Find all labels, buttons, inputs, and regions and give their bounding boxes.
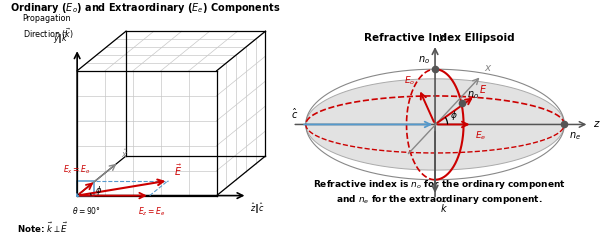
Text: $\hat{c}$: $\hat{c}$ <box>292 107 299 121</box>
Text: Ordinary ($E_o$) and Extraordinary ($E_e$) Components: Ordinary ($E_o$) and Extraordinary ($E_e… <box>10 1 281 15</box>
Text: $n_o$: $n_o$ <box>418 54 430 66</box>
Text: $\hat{y} \| \vec{k}$: $\hat{y} \| \vec{k}$ <box>53 30 69 46</box>
Text: $\phi$: $\phi$ <box>450 109 458 122</box>
Text: $\hat{x}$: $\hat{x}$ <box>121 147 128 160</box>
Text: $E_x = E_o$: $E_x = E_o$ <box>62 163 90 176</box>
Text: Refractive Index Ellipsoid: Refractive Index Ellipsoid <box>364 33 515 43</box>
Text: y: y <box>439 32 445 42</box>
Text: $\vec{k}$: $\vec{k}$ <box>439 199 448 215</box>
Text: $E_z = E_e$: $E_z = E_e$ <box>137 205 164 218</box>
Text: $E_o$: $E_o$ <box>404 74 415 87</box>
Text: Propagation
Direction ($\vec{k}$): Propagation Direction ($\vec{k}$) <box>23 14 74 41</box>
Text: $n_e$: $n_e$ <box>569 130 581 142</box>
Text: $n_o$: $n_o$ <box>467 89 479 101</box>
Text: $E$: $E$ <box>479 83 487 95</box>
Text: $\theta = 90°$: $\theta = 90°$ <box>71 205 100 216</box>
Text: z: z <box>593 120 598 129</box>
Text: $\hat{z} \| \hat{c}$: $\hat{z} \| \hat{c}$ <box>250 202 265 216</box>
Ellipse shape <box>306 79 565 170</box>
Text: x: x <box>484 63 490 73</box>
Text: Note: $\vec{k} \perp \vec{E}$: Note: $\vec{k} \perp \vec{E}$ <box>17 221 68 235</box>
Text: $\vec{E}$: $\vec{E}$ <box>174 163 182 178</box>
Text: Refractive index is $n_o$ for the ordinary component
and $n_e$ for the extraordi: Refractive index is $n_o$ for the ordina… <box>313 178 566 206</box>
Text: $E_e$: $E_e$ <box>475 130 487 142</box>
Text: $\phi$: $\phi$ <box>95 184 103 197</box>
